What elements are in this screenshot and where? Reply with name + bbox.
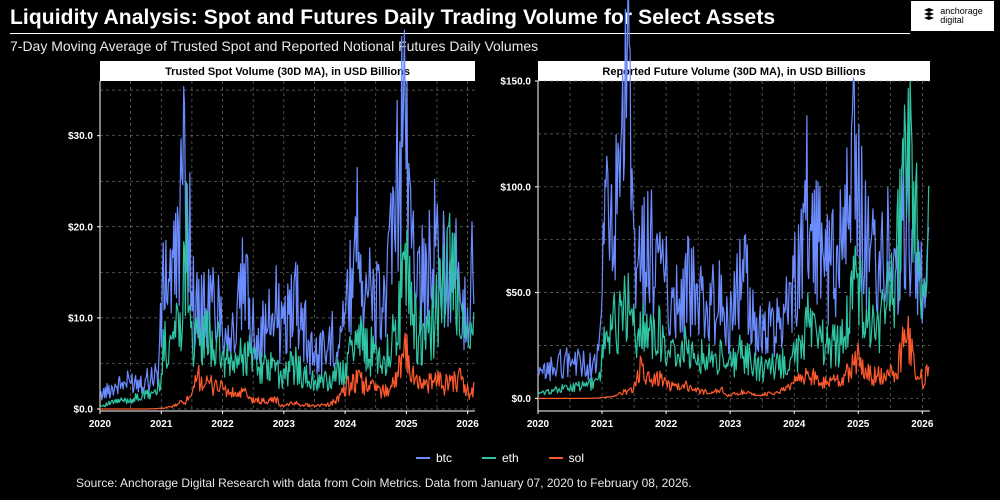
chart-title: Trusted Spot Volume (30D MA), in USD Bil…	[165, 66, 410, 78]
series-line-btc	[537, 0, 930, 382]
legend: btc eth sol	[0, 451, 1000, 465]
legend-label-sol: sol	[568, 451, 585, 465]
chart-title: Reported Future Volume (30D MA), in USD …	[602, 66, 865, 78]
logo-wordmark: anchorage digital	[940, 7, 983, 25]
source-note: Source: Anchorage Digital Research with …	[76, 476, 692, 490]
y-tick-label: $10.0	[68, 313, 93, 324]
series-line-eth	[99, 181, 475, 408]
legend-label-btc: btc	[435, 451, 452, 465]
page-subtitle: 7-Day Moving Average of Trusted Spot and…	[10, 38, 539, 54]
legend-label-eth: eth	[501, 451, 519, 465]
y-tick-label: $30.0	[68, 131, 93, 142]
legend-item-eth[interactable]: eth	[481, 451, 519, 465]
x-tick-label: 2020	[89, 419, 112, 430]
x-tick-label: 2024	[334, 419, 357, 430]
y-tick-label: $20.0	[68, 222, 93, 233]
x-tick-label: 2021	[591, 419, 614, 430]
y-tick-label: $50.0	[506, 288, 531, 299]
x-tick-label: 2020	[527, 419, 550, 430]
series-line-sol	[538, 315, 930, 399]
y-tick-label: $0.0	[74, 405, 94, 416]
y-tick-label: $150.0	[500, 77, 531, 88]
brand-logo: anchorage digital	[911, 1, 994, 31]
x-tick-label: 2022	[211, 419, 234, 430]
page-title: Liquidity Analysis: Spot and Futures Dai…	[10, 6, 776, 29]
series-line-btc	[99, 29, 475, 401]
chart-panel-1: Trusted Spot Volume (30D MA), in USD Bil…	[68, 29, 480, 430]
series-line-eth	[537, 80, 930, 396]
legend-swatch-eth	[481, 457, 496, 459]
logo-line-2: digital	[940, 15, 964, 25]
x-tick-label: 2023	[719, 419, 742, 430]
y-tick-label: $100.0	[500, 182, 531, 193]
y-tick-label: $0.0	[512, 394, 532, 405]
x-tick-label: 2025	[847, 419, 870, 430]
legend-item-sol[interactable]: sol	[548, 451, 585, 465]
chart-title-bar	[538, 61, 930, 81]
x-tick-label: 2022	[655, 419, 678, 430]
anchorage-logo-icon	[922, 7, 936, 26]
x-tick-label: 2023	[273, 419, 296, 430]
chart-panel-2: Reported Future Volume (30D MA), in USD …	[500, 0, 934, 430]
legend-item-btc[interactable]: btc	[415, 451, 452, 465]
series-line-sol	[100, 332, 475, 410]
x-tick-label: 2024	[783, 419, 806, 430]
x-tick-label: 2025	[395, 419, 418, 430]
x-tick-label: 2026	[457, 419, 480, 430]
legend-swatch-btc	[415, 457, 430, 459]
x-tick-label: 2026	[911, 419, 934, 430]
logo-line-1: anchorage	[940, 6, 983, 16]
legend-swatch-sol	[548, 457, 563, 459]
chart-title-bar	[100, 61, 475, 81]
x-tick-label: 2021	[150, 419, 173, 430]
title-divider	[10, 33, 910, 34]
